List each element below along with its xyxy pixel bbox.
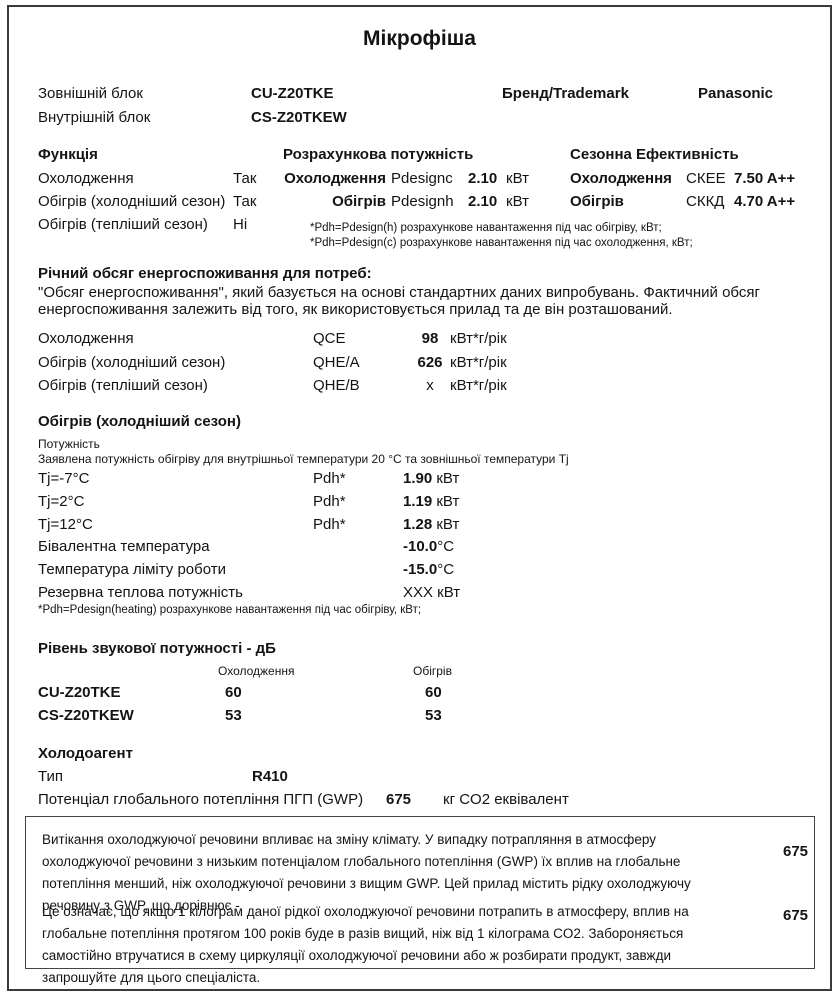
- annual-row-value: x: [426, 377, 434, 394]
- sound-power-cooling-value: 60: [225, 684, 242, 701]
- annual-row-param: QHE/A: [313, 354, 360, 371]
- refrigerant-gwp-value: 675: [386, 791, 412, 808]
- annual-row-param: QHE/B: [313, 377, 360, 394]
- brand-value: Panasonic: [698, 85, 774, 102]
- heating-row-param: Pdh*: [313, 516, 346, 533]
- heating-row-label: Tj=2°C: [38, 493, 85, 510]
- function-row-label: Охолодження: [38, 170, 134, 187]
- heating-row-value-group: -15.0°C: [403, 561, 454, 579]
- annual-row-unit: кВт*г/рік: [450, 330, 507, 347]
- seasonal-row-param: СКЕЕ: [686, 170, 726, 187]
- heating-row-label: Tj=-7°C: [38, 470, 90, 487]
- refrigerant-type-value: R410: [252, 768, 288, 785]
- outdoor-unit-label: Зовнішній блок: [38, 85, 143, 102]
- design-capacity-row-unit: кВт: [506, 170, 529, 187]
- heating-row-unit: °C: [437, 561, 455, 578]
- heating-row-label: Температура ліміту роботи: [38, 561, 226, 578]
- design-capacity-row-unit: кВт: [506, 193, 529, 210]
- heating-row-label: Бівалентна температура: [38, 538, 210, 555]
- heating-row-value-group: 1.28 кВт: [403, 516, 459, 534]
- sound-power-cooling-value: 53: [225, 707, 242, 724]
- function-row-label: Обігрів (холодніший сезон): [38, 193, 226, 210]
- design-capacity-title: Розрахункова потужність: [283, 146, 474, 163]
- annual-row-value: 98: [421, 330, 439, 347]
- sound-power-col-heating: Обігрів: [413, 664, 452, 678]
- annual-row-value: 626: [417, 354, 443, 371]
- function-title: Функція: [38, 146, 98, 163]
- function-row-value: Ні: [233, 216, 248, 233]
- annual-row-label: Обігрів (холодніший сезон): [38, 354, 226, 371]
- refrigerant-gwp-label: Потенціал глобального потепління ПГП (GW…: [38, 791, 364, 808]
- heating-subtitle: Потужність: [38, 437, 100, 451]
- heating-row-value: -15.0: [403, 561, 438, 578]
- heating-row-unit: °C: [437, 538, 455, 555]
- sound-power-col-cooling: Охолодження: [218, 664, 295, 678]
- seasonal-row-param: СККД: [686, 193, 725, 210]
- indoor-unit-label: Внутрішній блок: [38, 109, 151, 126]
- function-row-label: Обігрів (тепліший сезон): [38, 216, 208, 233]
- refrigerant-title: Холодоагент: [38, 745, 133, 762]
- heating-row-param: Pdh*: [313, 493, 346, 510]
- heating-row-unit: кВт: [432, 493, 460, 510]
- heating-row-value-group: -10.0°C: [403, 538, 454, 556]
- annual-row-unit: кВт*г/рік: [450, 377, 507, 394]
- seasonal-row-value: 4.70 A++: [734, 193, 796, 210]
- page-border: [7, 5, 832, 991]
- sound-power-heating-value: 60: [425, 684, 442, 701]
- sound-power-model: CU-Z20TKE: [38, 684, 121, 701]
- design-capacity-row-name: Обігрів: [332, 193, 386, 210]
- seasonal-efficiency-title: Сезонна Ефективність: [570, 146, 739, 163]
- annual-consumption-description: "Обсяг енергоспоживання", який базується…: [38, 284, 760, 318]
- heating-row-value: -10.0: [403, 538, 438, 555]
- heating-row-value-group: 1.19 кВт: [403, 493, 459, 511]
- design-capacity-row-value: 2.10: [468, 170, 498, 187]
- indoor-unit-value: CS-Z20TKEW: [251, 109, 347, 126]
- page-title: Мікрофіша: [363, 27, 476, 50]
- seasonal-row-name: Охолодження: [570, 170, 672, 187]
- refrigerant-gwp-unit: кг CO2 еквівалент: [443, 791, 569, 808]
- seasonal-row-name: Обігрів: [570, 193, 624, 210]
- seasonal-row-value: 7.50 A++: [734, 170, 796, 187]
- heating-row-unit: кВт: [432, 470, 460, 487]
- sound-power-title: Рівень звукової потужності - дБ: [38, 640, 276, 657]
- annual-row-label: Обігрів (тепліший сезон): [38, 377, 208, 394]
- design-capacity-note: *Pdh=Pdesign(c) розрахункове навантаженн…: [310, 237, 693, 249]
- heating-row-value: 1.28: [403, 516, 433, 533]
- brand-label: Бренд/Trademark: [502, 85, 629, 102]
- heating-row-unit: кВт: [432, 516, 460, 533]
- heating-title: Обігрів (холодніший сезон): [38, 413, 241, 430]
- annual-row-unit: кВт*г/рік: [450, 354, 507, 371]
- outdoor-unit-value: CU-Z20TKE: [251, 85, 334, 102]
- heating-row-value: 1.19: [403, 493, 433, 510]
- heating-row-value: XXX: [403, 584, 434, 601]
- annual-consumption-title: Річний обсяг енергоспоживання для потреб…: [38, 265, 372, 282]
- heating-row-param: Pdh*: [313, 470, 346, 487]
- sound-power-heating-value: 53: [425, 707, 442, 724]
- gwp-notice-value: 675: [783, 907, 809, 924]
- heating-row-value: 1.90: [403, 470, 433, 487]
- heating-row-label: Резервна теплова потужність: [38, 584, 243, 601]
- gwp-notice-paragraph: Витікання охолоджуючої речовини впливає …: [42, 832, 691, 913]
- heating-row-label: Tj=12°C: [38, 516, 93, 533]
- design-capacity-row-name: Охолодження: [284, 170, 386, 187]
- gwp-notice-value: 675: [783, 843, 809, 860]
- design-capacity-row-value: 2.10: [468, 193, 498, 210]
- heating-note: *Pdh=Pdesign(heating) розрахункове наван…: [38, 604, 422, 616]
- sound-power-model: CS-Z20TKEW: [38, 707, 134, 724]
- function-row-value: Так: [233, 170, 257, 187]
- heating-row-unit: кВт: [433, 584, 461, 601]
- gwp-notice-box: [25, 816, 815, 969]
- design-capacity-note: *Pdh=Pdesign(h) розрахункове навантаженн…: [310, 222, 662, 234]
- gwp-notice-paragraph: Це означає, що якщо 1 кілограм даної рід…: [42, 904, 689, 985]
- heating-description: Заявлена потужність обігріву для внутріш…: [38, 452, 569, 466]
- heating-row-value-group: XXX кВт: [403, 584, 460, 602]
- heating-row-value-group: 1.90 кВт: [403, 470, 459, 488]
- annual-row-label: Охолодження: [38, 330, 134, 347]
- design-capacity-row-param: Pdesignc: [391, 170, 453, 187]
- refrigerant-type-label: Тип: [38, 768, 64, 785]
- function-row-value: Так: [233, 193, 257, 210]
- design-capacity-row-param: Pdesignh: [391, 193, 454, 210]
- annual-row-param: QCE: [313, 330, 346, 347]
